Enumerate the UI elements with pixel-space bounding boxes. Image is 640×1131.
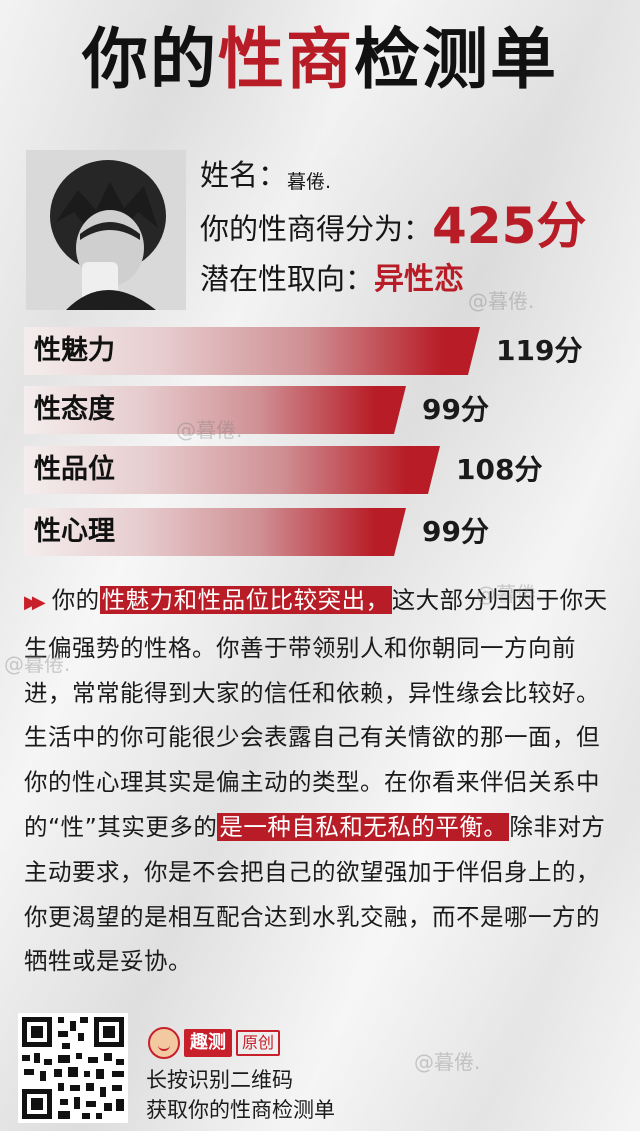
highlight-2: 是一种自私和无私的平衡。 bbox=[217, 812, 510, 841]
page-title: 你的性商检测单 bbox=[0, 14, 640, 106]
score-bar bbox=[24, 386, 406, 434]
title-part-1: 你的 bbox=[82, 21, 218, 98]
cta-line-2: 获取你的性商检测单 bbox=[146, 1098, 335, 1122]
bar-value: 99分 bbox=[422, 393, 489, 426]
qr-code-icon[interactable] bbox=[18, 1013, 128, 1123]
name-label: 姓名： bbox=[200, 158, 288, 192]
orientation-value: 异性恋 bbox=[374, 262, 465, 297]
bar-row-attitude: 性态度 99分 bbox=[24, 386, 546, 434]
watermark: @暮倦. bbox=[476, 582, 543, 606]
brand-name: 趣测 bbox=[184, 1029, 232, 1057]
name-line: 姓名：暮倦. bbox=[200, 152, 331, 194]
avatar bbox=[26, 150, 186, 310]
brand-badge: 趣测 原创 bbox=[148, 1026, 281, 1060]
watermark: @暮倦. bbox=[176, 418, 243, 442]
score-label: 你的性商得分为： bbox=[200, 212, 433, 246]
bar-row-taste: 性品位 108分 bbox=[24, 446, 580, 494]
title-highlight: 性商 bbox=[218, 21, 354, 98]
score-line: 你的性商得分为：425分 bbox=[200, 186, 586, 258]
bar-label: 性魅力 bbox=[34, 335, 115, 366]
score-bar bbox=[24, 508, 406, 556]
analysis-text-2: 这大部分归因于你天生偏强势的性格。你善于带领别人和你朝同一方向前进，常常能得到大… bbox=[24, 586, 608, 841]
highlight-1: 性魅力和性品位比较突出， bbox=[99, 586, 392, 614]
bar-row-charm: 性魅力 119分 bbox=[24, 327, 620, 375]
bar-value: 119分 bbox=[496, 334, 583, 367]
name-value: 暮倦. bbox=[287, 171, 332, 193]
bar-row-psychology: 性心理 99分 bbox=[24, 508, 546, 556]
analysis-text-3: 除非对方主动要求，你是不会把自己的欲望强加于伴侣身上的，你更渴望的是相互配合达到… bbox=[24, 812, 606, 976]
watermark: @暮倦. bbox=[4, 652, 71, 676]
analysis-text: ▶▶ 你的性魅力和性品位比较突出，这大部分归因于你天生偏强势的性格。你善于带领别人… bbox=[24, 578, 616, 984]
bar-label: 性品位 bbox=[34, 454, 115, 485]
analysis-text-1: 你的 bbox=[51, 586, 100, 614]
bar-label: 性心理 bbox=[34, 516, 115, 547]
mascot-icon bbox=[148, 1027, 180, 1059]
title-part-2: 检测单 bbox=[354, 21, 558, 98]
total-score: 425分 bbox=[432, 197, 587, 255]
watermark: @暮倦. bbox=[414, 1050, 481, 1074]
orientation-label: 潜在性取向： bbox=[200, 262, 375, 296]
double-right-arrow-icon: ▶▶ bbox=[24, 592, 46, 613]
orientation-line: 潜在性取向：异性恋 bbox=[200, 254, 464, 298]
bar-value: 99分 bbox=[422, 515, 489, 548]
cta-line-1: 长按识别二维码 bbox=[146, 1068, 293, 1092]
score-bar bbox=[24, 327, 480, 375]
score-bar bbox=[24, 446, 440, 494]
original-badge: 原创 bbox=[236, 1030, 281, 1056]
bar-value: 108分 bbox=[456, 453, 543, 486]
bar-label: 性态度 bbox=[34, 394, 115, 425]
watermark: @暮倦. bbox=[468, 289, 535, 313]
